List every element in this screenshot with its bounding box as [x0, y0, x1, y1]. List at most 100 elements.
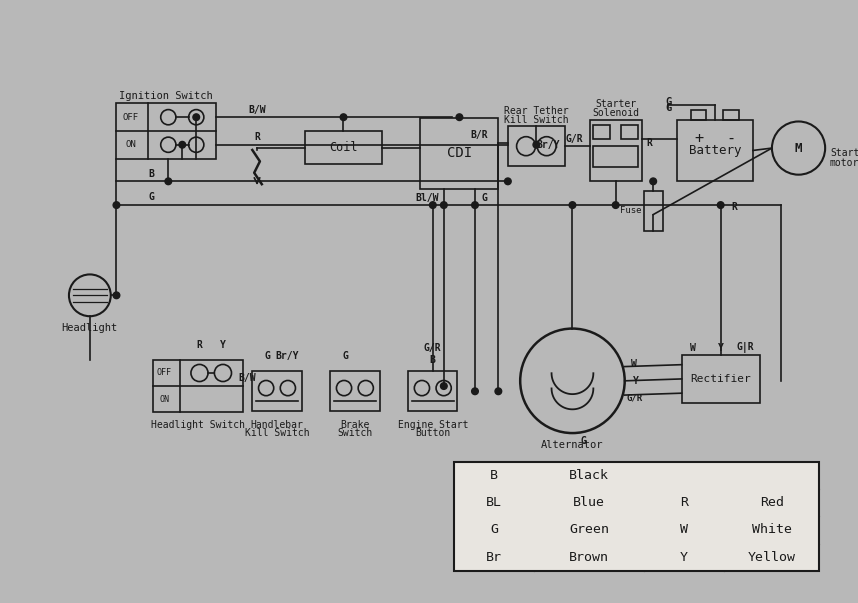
Text: Headlight: Headlight	[62, 323, 118, 333]
Circle shape	[165, 178, 172, 185]
Text: R: R	[196, 339, 202, 350]
Text: M: M	[795, 142, 802, 154]
Bar	[454, 461, 819, 571]
Text: Y: Y	[717, 343, 723, 353]
Circle shape	[113, 292, 120, 298]
Bar	[420, 118, 498, 189]
Text: G|R: G|R	[737, 342, 754, 353]
Text: Br/Y: Br/Y	[275, 351, 299, 361]
Text: Engine Start: Engine Start	[397, 420, 468, 429]
Text: Starter: Starter	[595, 99, 637, 109]
Text: Headlight Switch: Headlight Switch	[151, 420, 245, 431]
Text: G: G	[481, 194, 487, 203]
Circle shape	[717, 202, 724, 209]
Circle shape	[505, 178, 511, 185]
Text: OFF: OFF	[123, 113, 138, 122]
Text: Br/Y: Br/Y	[536, 140, 559, 150]
Text: OFF: OFF	[157, 368, 172, 377]
Text: CDI: CDI	[447, 147, 472, 160]
Text: G/R: G/R	[626, 393, 643, 402]
Text: G: G	[490, 523, 498, 536]
Text: Y: Y	[633, 376, 639, 386]
Text: Y: Y	[680, 551, 688, 564]
Text: Switch: Switch	[337, 428, 372, 438]
Bar	[330, 371, 379, 411]
Text: Brake: Brake	[341, 420, 370, 429]
Text: ON: ON	[125, 140, 136, 150]
Text: Yellow: Yellow	[748, 551, 796, 564]
Bar	[682, 355, 759, 403]
Text: +: +	[694, 131, 704, 146]
Text: Br: Br	[486, 551, 502, 564]
Bar	[677, 119, 753, 182]
Text: Battery: Battery	[689, 144, 741, 157]
Bar	[723, 110, 739, 119]
Circle shape	[113, 202, 120, 209]
Bar	[594, 146, 638, 167]
Bar	[153, 360, 243, 412]
Text: R: R	[680, 496, 688, 509]
Bar	[644, 191, 662, 231]
Text: Green: Green	[569, 523, 609, 536]
Text: Rear Tether: Rear Tether	[504, 106, 569, 116]
Circle shape	[472, 388, 478, 394]
Text: B/W: B/W	[239, 373, 257, 384]
Text: G: G	[342, 351, 348, 361]
Text: Button: Button	[415, 428, 450, 438]
Circle shape	[650, 178, 656, 185]
Text: R: R	[254, 132, 260, 142]
Text: Bl/W: Bl/W	[415, 194, 438, 203]
Text: G/R: G/R	[424, 343, 442, 353]
Text: Coil: Coil	[329, 141, 358, 154]
Circle shape	[179, 142, 185, 148]
Text: G: G	[581, 436, 587, 446]
Text: Ignition Switch: Ignition Switch	[119, 91, 213, 101]
Text: BL: BL	[486, 496, 502, 509]
Circle shape	[440, 202, 447, 209]
Text: Handlebar: Handlebar	[251, 420, 304, 429]
Text: G/R: G/R	[565, 134, 583, 144]
Text: B/W: B/W	[248, 104, 266, 115]
Text: Black: Black	[569, 469, 609, 482]
Text: Fuse: Fuse	[620, 206, 642, 215]
Text: W: W	[680, 523, 688, 536]
Circle shape	[456, 114, 462, 121]
Bar	[594, 125, 610, 139]
Bar	[252, 371, 302, 411]
Text: Red: Red	[760, 496, 784, 509]
Bar	[621, 125, 638, 139]
Text: B/R: B/R	[470, 130, 488, 140]
Text: W: W	[631, 359, 637, 368]
Circle shape	[340, 114, 347, 121]
Text: Brown: Brown	[569, 551, 609, 564]
Text: Rectifier: Rectifier	[691, 374, 751, 384]
Circle shape	[495, 388, 502, 394]
Text: G: G	[148, 192, 154, 203]
Circle shape	[613, 202, 619, 209]
Circle shape	[430, 202, 436, 209]
Text: G: G	[665, 103, 672, 113]
Circle shape	[533, 142, 540, 148]
Text: ON: ON	[160, 394, 169, 403]
Text: B: B	[148, 169, 154, 178]
Text: Starting: Starting	[830, 148, 858, 158]
Bar	[408, 371, 457, 411]
Text: Kill Switch: Kill Switch	[504, 115, 569, 125]
Text: Blue: Blue	[573, 496, 605, 509]
Text: -: -	[727, 131, 735, 146]
Text: Y: Y	[220, 339, 226, 350]
Text: B: B	[490, 469, 498, 482]
Text: G: G	[665, 98, 672, 107]
Text: Kill Switch: Kill Switch	[245, 428, 310, 438]
Bar	[589, 119, 642, 182]
Text: R: R	[731, 202, 737, 212]
Circle shape	[193, 114, 200, 121]
Bar	[508, 126, 565, 166]
Bar	[692, 110, 706, 119]
Circle shape	[569, 202, 576, 209]
Text: Solenoid: Solenoid	[592, 108, 639, 118]
Text: R: R	[646, 138, 652, 148]
Text: G: G	[264, 351, 270, 361]
Bar	[117, 104, 216, 159]
Text: motor: motor	[830, 158, 858, 168]
